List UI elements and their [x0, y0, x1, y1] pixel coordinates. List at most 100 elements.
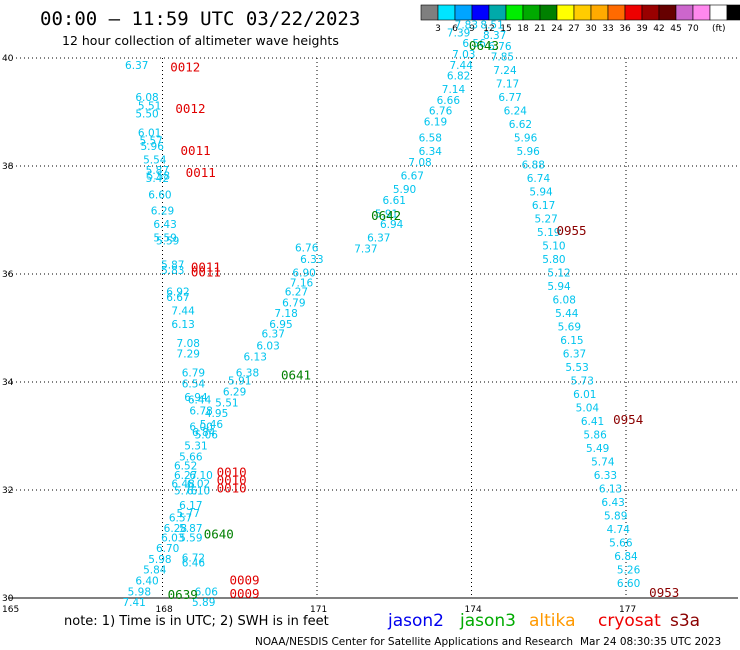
- wave-height-point: 5.51: [138, 100, 161, 112]
- wave-height-point: 8.37: [483, 30, 506, 42]
- wave-height-point: 6.37: [367, 233, 390, 245]
- x-tick-label: 177: [619, 605, 636, 615]
- y-axis-ticks: 30 32 34 36 38 40: [2, 54, 14, 604]
- wave-height-point: 6.92: [166, 287, 189, 299]
- y-tick-label: 40: [2, 54, 14, 64]
- wave-height-point: 6.66: [437, 95, 461, 107]
- wave-height-point: 6.70: [156, 543, 179, 555]
- colorbar-swatch: [658, 4, 677, 21]
- wave-height-point: 6.28: [164, 523, 187, 535]
- wave-height-point: 6.62: [509, 119, 532, 131]
- wave-height-point: 6.72: [182, 552, 205, 564]
- colorbar-swatch: [420, 4, 439, 21]
- wave-height-point: 5.87: [146, 165, 169, 177]
- wave-height-point: 6.24: [504, 106, 528, 118]
- wave-height-point: 5.84: [143, 565, 167, 577]
- colorbar-swatch: [692, 4, 711, 21]
- credit-text: NOAA/NESDIS Center for Satellite Applica…: [255, 636, 573, 648]
- pass-time-label: 0011: [191, 259, 221, 274]
- wave-height-point: 6.38: [236, 368, 259, 380]
- wave-height-point: 6.84: [614, 551, 638, 563]
- colorbar-label: 6: [452, 24, 458, 34]
- colorbar-swatch: [454, 4, 473, 21]
- wave-height-point: 6.37: [262, 329, 285, 341]
- pass-time-label: 0955: [556, 223, 586, 238]
- wave-height-point: 5.49: [586, 443, 609, 455]
- wave-height-point: 5.77: [177, 508, 200, 520]
- wave-height-point: 5.74: [591, 457, 615, 469]
- pass-time-labels: 0012001200110011001100110010001000100009…: [168, 38, 680, 602]
- satellite-name: jason3: [459, 611, 516, 631]
- wave-height-point: 6.44: [188, 395, 212, 407]
- wave-height-point: 5.42: [146, 173, 169, 185]
- satellite-name: s3a: [670, 611, 700, 631]
- colorbar-swatch: [726, 4, 740, 21]
- chart-grid: [8, 57, 738, 599]
- wave-height-point: 6.06: [195, 586, 219, 598]
- wave-height-point: 5.31: [184, 441, 207, 453]
- colorbar-label: 70: [687, 24, 699, 34]
- satellite-name: jason2: [387, 611, 444, 631]
- colorbar-swatch: [488, 4, 507, 21]
- wave-height-point: 6.95: [269, 319, 292, 331]
- wave-height-point: 5.59: [156, 235, 179, 247]
- pass-time-label: 0639: [168, 587, 198, 602]
- wave-height-point: 7.44: [171, 306, 195, 318]
- colorbar-label: 9: [469, 24, 475, 34]
- satellite-legend: jason2 jason3 altika cryosat s3a: [387, 611, 700, 631]
- pass-time-label: 0009: [229, 573, 259, 588]
- colorbar-swatch: [505, 4, 524, 21]
- wave-height-point: 6.43: [601, 497, 624, 509]
- wave-height-point: 5.94: [547, 281, 571, 293]
- pass-time-label: 0641: [281, 367, 311, 382]
- wave-height-point: 7.41: [122, 597, 145, 609]
- wave-height-point: 5.51: [215, 397, 238, 409]
- wave-height-point: 5.73: [571, 376, 594, 388]
- wave-height-point: 5.58: [147, 171, 170, 183]
- colorbar-label: 18: [517, 24, 529, 34]
- colorbar-swatch: [590, 4, 609, 21]
- colorbar-legend: 3 6 9 12 15 18 21 24 27 30 33 36 39 42 45 70 (ft): [420, 4, 740, 34]
- wave-height-point: 5.66: [609, 538, 633, 550]
- wave-height-point: 6.10: [189, 470, 212, 482]
- wave-height-point: 5.57: [139, 135, 162, 147]
- wave-height-point: 5.26: [617, 565, 641, 577]
- wave-height-point: 6.48: [171, 478, 194, 490]
- wave-height-point: 6.94: [380, 219, 404, 231]
- wave-height-point: 5.83: [161, 265, 184, 277]
- wave-height-point: 5.06: [195, 430, 219, 442]
- colorbar-swatch: [709, 4, 728, 21]
- wave-height-point: 6.10: [187, 485, 210, 497]
- wave-height-point: 6.13: [599, 484, 622, 496]
- wave-height-point: 6.34: [419, 146, 443, 158]
- y-tick-label: 38: [2, 162, 14, 172]
- wave-height-point: 7.16: [290, 277, 314, 289]
- wave-height-point: 6.17: [179, 500, 202, 512]
- y-tick-label: 36: [2, 270, 14, 280]
- pass-time-label: 0009: [229, 586, 259, 601]
- colorbar-swatch: [539, 4, 558, 21]
- pass-time-label: 0010: [217, 473, 247, 488]
- colorbar-swatch: [471, 4, 490, 21]
- wave-height-point: 5.59: [153, 233, 176, 245]
- wave-height-point: 5.87: [179, 523, 202, 535]
- wave-height-point: 6.54: [182, 378, 206, 390]
- wave-height-point: 5.80: [542, 254, 565, 266]
- wave-height-point: 5.90: [393, 184, 416, 196]
- colorbar-label: 42: [653, 24, 664, 34]
- wave-height-point: 6.29: [223, 387, 246, 399]
- colorbar-swatch: [522, 4, 541, 21]
- wave-height-point: 5.89: [192, 597, 215, 609]
- wave-height-point: 6.08: [135, 92, 158, 104]
- wave-height-point: 5.94: [529, 187, 553, 199]
- wave-height-point: 6.78: [189, 405, 212, 417]
- wave-height-point: 6.67: [166, 292, 189, 304]
- wave-height-point: 5.89: [604, 511, 627, 523]
- colorbar-swatch: [641, 4, 660, 21]
- colorbar-unit: (ft): [712, 24, 726, 34]
- wave-height-point: 7.85: [491, 52, 514, 64]
- wave-height-point: 5.12: [547, 268, 570, 280]
- pass-time-label: 0012: [170, 60, 200, 75]
- wave-height-point: 5.96: [516, 146, 540, 158]
- wave-height-point: 6.03: [161, 532, 184, 544]
